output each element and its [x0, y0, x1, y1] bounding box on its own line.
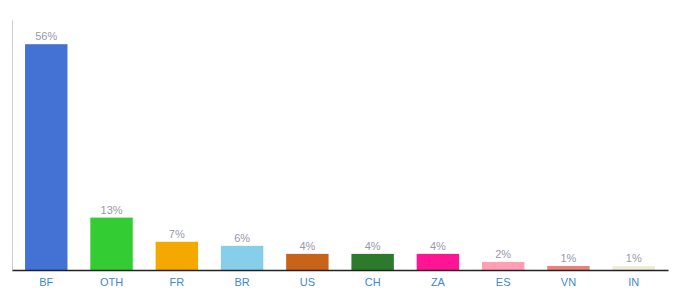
bar — [221, 246, 263, 270]
x-tick: FR — [169, 270, 184, 288]
x-tick-label: CH — [365, 276, 381, 288]
data-label: 13% — [101, 204, 123, 216]
y-axis — [12, 21, 13, 271]
bar — [547, 266, 589, 270]
x-tick: BF — [39, 270, 53, 288]
data-label: 4% — [430, 240, 446, 252]
x-tick-label: ES — [496, 276, 511, 288]
x-tick: VN — [561, 270, 576, 288]
x-tick: ES — [496, 270, 511, 288]
x-tick: IN — [628, 270, 639, 288]
plot: 56% 13% 7% 6% 4% 4% 4% 2% 1% 1% BF OTH FR BR US CH ZA ES V… — [13, 21, 669, 288]
x-tick-label: US — [300, 276, 315, 288]
bar — [286, 254, 328, 270]
x-tick: OTH — [100, 270, 123, 288]
data-label: 1% — [561, 252, 577, 264]
data-label: 56% — [35, 30, 57, 42]
x-tick-label: BF — [39, 276, 53, 288]
x-tick-label: IN — [628, 276, 639, 288]
x-tick: ZA — [431, 270, 446, 288]
bar — [482, 262, 524, 270]
x-tick: US — [300, 270, 315, 288]
x-tick: BR — [234, 270, 249, 288]
bar — [351, 254, 393, 270]
bar — [90, 218, 132, 270]
chart: 56% 13% 7% 6% 4% 4% 4% 2% 1% 1% BF OTH FR BR US CH ZA ES V… — [0, 0, 680, 300]
data-labels: 56% 13% 7% 6% 4% 4% 4% 2% 1% 1% — [35, 30, 642, 264]
y-axis-line — [12, 21, 13, 271]
data-label: 2% — [495, 248, 511, 260]
x-tick-label: OTH — [100, 276, 123, 288]
data-label: 4% — [365, 240, 381, 252]
x-axis-line — [13, 270, 669, 272]
data-label: 6% — [234, 232, 250, 244]
x-tick-label: ZA — [431, 276, 446, 288]
data-label: 7% — [169, 228, 185, 240]
x-tick-label: VN — [561, 276, 576, 288]
data-label: 1% — [626, 252, 642, 264]
bar — [25, 44, 67, 270]
bar — [417, 254, 459, 270]
x-tick: CH — [365, 270, 381, 288]
bar — [156, 242, 198, 270]
bars — [25, 44, 655, 270]
data-label: 4% — [299, 240, 315, 252]
x-tick-label: BR — [234, 276, 249, 288]
x-axis: BF OTH FR BR US CH ZA ES VN IN — [13, 270, 669, 288]
bar — [613, 266, 655, 270]
x-tick-label: FR — [169, 276, 184, 288]
